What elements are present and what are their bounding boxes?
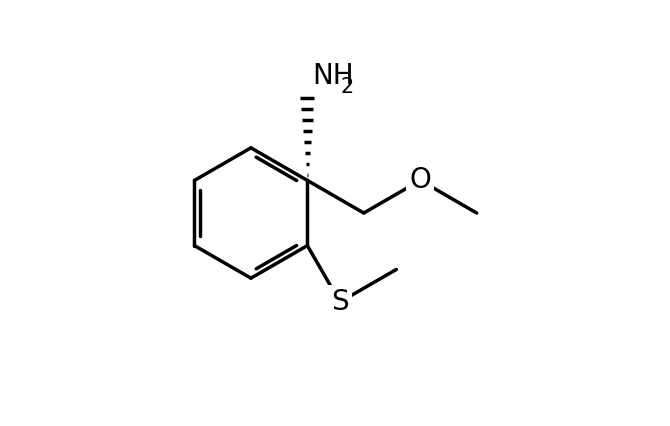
Text: NH: NH bbox=[312, 62, 354, 90]
Text: 2: 2 bbox=[341, 77, 354, 97]
Text: S: S bbox=[331, 288, 349, 316]
Text: O: O bbox=[409, 167, 431, 194]
